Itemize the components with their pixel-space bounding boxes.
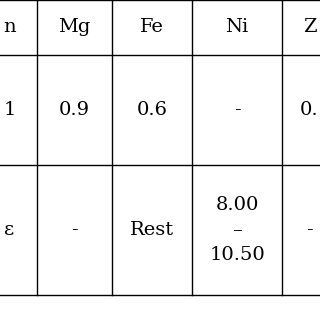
Text: -: - xyxy=(71,221,78,239)
Text: Mg: Mg xyxy=(58,19,91,36)
Text: Rest: Rest xyxy=(130,221,174,239)
Text: -: - xyxy=(306,221,313,239)
Text: ε: ε xyxy=(4,221,15,239)
Text: Z: Z xyxy=(303,19,316,36)
Text: 1: 1 xyxy=(3,101,16,119)
Text: Fe: Fe xyxy=(140,19,164,36)
Text: -: - xyxy=(234,101,240,119)
Text: 0.6: 0.6 xyxy=(137,101,167,119)
Text: 8.00
–
10.50: 8.00 – 10.50 xyxy=(209,196,265,264)
Text: 0.9: 0.9 xyxy=(59,101,90,119)
Text: n: n xyxy=(3,19,16,36)
Text: 0.: 0. xyxy=(300,101,319,119)
Text: Ni: Ni xyxy=(225,19,249,36)
